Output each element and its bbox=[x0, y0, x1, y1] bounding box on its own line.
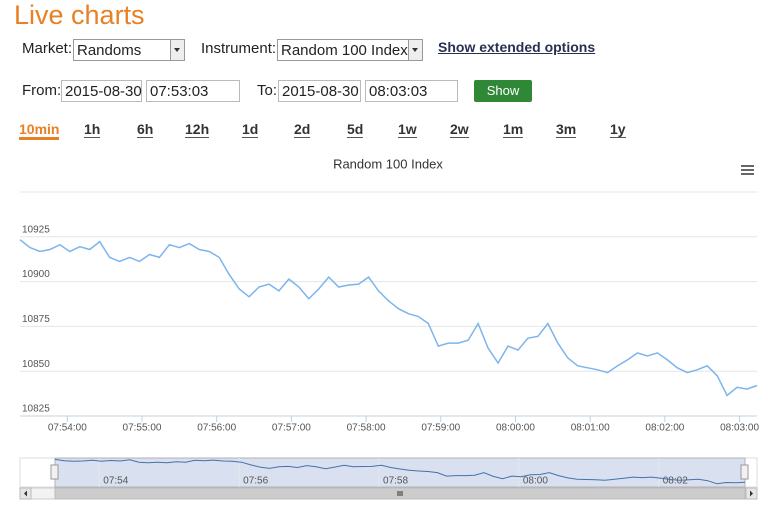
period-tab[interactable]: 10min bbox=[19, 121, 60, 140]
y-tick-label: 10925 bbox=[22, 224, 50, 235]
period-tab[interactable]: 2d bbox=[294, 121, 311, 138]
x-tick-label: 08:02:00 bbox=[645, 423, 684, 434]
scroll-left-arrow bbox=[24, 490, 27, 497]
show-button[interactable]: Show bbox=[474, 80, 532, 102]
from-date-input[interactable]: 2015-08-30 bbox=[61, 80, 142, 102]
market-select[interactable]: Randoms bbox=[73, 39, 185, 61]
to-time-input[interactable]: 08:03:03 bbox=[365, 80, 458, 102]
chart-title: Random 100 Index bbox=[333, 156, 443, 171]
menu-icon[interactable] bbox=[741, 165, 754, 175]
scroll-grip bbox=[397, 491, 403, 496]
x-tick-label: 08:00:00 bbox=[496, 423, 535, 434]
dropdown-arrow bbox=[408, 40, 422, 60]
y-tick-label: 10900 bbox=[22, 269, 50, 280]
navigator-tick-label: 07:56 bbox=[243, 476, 268, 487]
period-tab[interactable]: 1h bbox=[84, 121, 101, 138]
period-tab[interactable]: 2w bbox=[450, 121, 469, 138]
from-time-input[interactable]: 07:53:03 bbox=[146, 80, 240, 102]
x-tick-label: 07:57:00 bbox=[272, 423, 311, 434]
navigator-tick-label: 07:58 bbox=[383, 476, 408, 487]
x-tick-label: 07:54:00 bbox=[48, 423, 87, 434]
market-value: Randoms bbox=[77, 42, 142, 59]
x-tick-label: 07:55:00 bbox=[123, 423, 162, 434]
x-tick-label: 08:01:00 bbox=[571, 423, 610, 434]
period-tab[interactable]: 1d bbox=[242, 121, 259, 138]
menu-bar bbox=[741, 165, 754, 167]
instrument-value: Random 100 Index bbox=[281, 42, 408, 59]
instrument-label: Instrument: bbox=[201, 40, 277, 57]
dropdown-arrow bbox=[170, 40, 184, 60]
menu-bar bbox=[741, 169, 754, 171]
period-tab[interactable]: 12h bbox=[185, 121, 210, 138]
navigator-handle[interactable] bbox=[740, 464, 749, 480]
market-label: Market: bbox=[22, 40, 73, 57]
y-tick-label: 10825 bbox=[22, 404, 50, 415]
x-tick-label: 07:58:00 bbox=[347, 423, 386, 434]
period-tab[interactable]: 5d bbox=[347, 121, 364, 138]
to-label: To: bbox=[257, 82, 278, 99]
period-tab[interactable]: 1y bbox=[610, 121, 626, 138]
navigator-tick-label: 08:02 bbox=[663, 476, 688, 487]
period-tab[interactable]: 1w bbox=[398, 121, 417, 138]
from-label: From: bbox=[22, 82, 62, 99]
to-date-input[interactable]: 2015-08-30 bbox=[278, 80, 361, 102]
navigator-line bbox=[54, 458, 746, 485]
x-tick-label: 07:59:00 bbox=[421, 423, 460, 434]
scroll-right-arrow bbox=[750, 490, 753, 497]
page-title: Live charts bbox=[14, 0, 145, 30]
menu-bar bbox=[741, 173, 754, 175]
navigator-tick-label: 07:54 bbox=[103, 476, 128, 487]
extended-options-link[interactable]: Show extended options bbox=[438, 39, 596, 55]
period-tab[interactable]: 1m bbox=[503, 121, 524, 138]
period-tab[interactable]: 6h bbox=[137, 121, 154, 138]
navigator-tick-label: 08:00 bbox=[523, 476, 548, 487]
y-tick-label: 10875 bbox=[22, 314, 50, 325]
x-tick-label: 07:56:00 bbox=[197, 423, 236, 434]
instrument-select[interactable]: Random 100 Index bbox=[277, 39, 423, 61]
y-tick-label: 10850 bbox=[22, 359, 50, 370]
price-line bbox=[19, 239, 758, 397]
navigator-handle[interactable] bbox=[50, 464, 59, 480]
x-tick-label: 08:03:00 bbox=[720, 423, 759, 434]
period-tab[interactable]: 3m bbox=[556, 121, 577, 138]
